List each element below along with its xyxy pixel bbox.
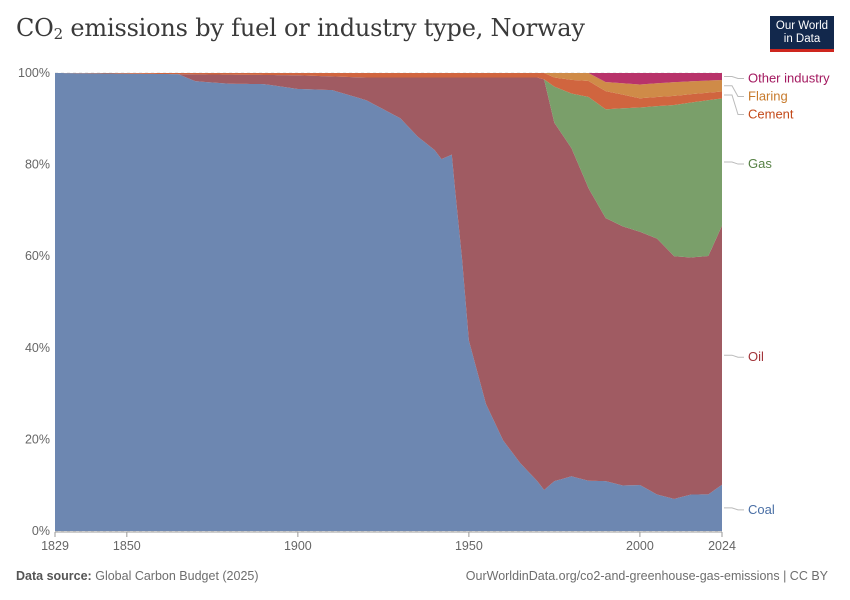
- owid-logo[interactable]: Our World in Data: [770, 16, 834, 52]
- legend-label-other-industry[interactable]: Other industry: [748, 70, 830, 85]
- area-gas[interactable]: [55, 73, 722, 258]
- chart-title: CO2 emissions by fuel or industry type, …: [16, 14, 585, 43]
- x-tick-label: 1829: [41, 539, 69, 553]
- area-cement[interactable]: [55, 73, 722, 110]
- data-source-text: Global Carbon Budget (2025): [95, 569, 259, 583]
- x-tick-label: 1900: [284, 539, 312, 553]
- logo-line-1: Our World: [775, 20, 829, 32]
- y-tick-label: 100%: [18, 66, 50, 80]
- area-oil[interactable]: [55, 73, 722, 499]
- y-tick-label: 20%: [25, 432, 50, 446]
- legend-leader-line: [724, 354, 744, 358]
- legend-label-cement[interactable]: Cement: [748, 106, 794, 121]
- y-tick-label: 40%: [25, 341, 50, 355]
- source-url[interactable]: OurWorldinData.org/co2-and-greenhouse-ga…: [465, 569, 828, 583]
- legend-leader-line: [724, 507, 744, 511]
- area-other-industry[interactable]: [55, 73, 722, 85]
- data-source: Data source: Global Carbon Budget (2025): [16, 569, 259, 583]
- data-source-label: Data source:: [16, 569, 92, 583]
- legend-label-oil[interactable]: Oil: [748, 349, 764, 364]
- x-tick-label: 1950: [455, 539, 483, 553]
- legend-label-gas[interactable]: Gas: [748, 156, 772, 171]
- x-axis: 1829 1850 1900 1950 2000 2024: [41, 531, 736, 553]
- area-coal[interactable]: [55, 73, 722, 531]
- legend-label-coal[interactable]: Coal: [748, 502, 775, 517]
- x-tick-label: 2024: [708, 539, 736, 553]
- y-axis-ticks: 0% 20% 40% 60% 80% 100%: [18, 66, 50, 538]
- legend-leader-line: [724, 75, 744, 79]
- y-tick-label: 80%: [25, 158, 50, 172]
- stacked-areas: [55, 73, 722, 531]
- logo-line-2: in Data: [783, 33, 821, 45]
- area-flaring[interactable]: [55, 73, 722, 99]
- legend-label-flaring[interactable]: Flaring: [748, 88, 788, 103]
- legend: Coal Oil Gas Cement Flaring Other industry: [724, 70, 830, 517]
- y-tick-label: 60%: [25, 249, 50, 263]
- legend-leader-line: [724, 94, 744, 115]
- legend-leader-line: [724, 161, 744, 165]
- x-tick-label: 2000: [626, 539, 654, 553]
- y-tick-label: 0%: [32, 524, 50, 538]
- legend-leader-line: [724, 85, 744, 97]
- x-tick-label: 1850: [113, 539, 141, 553]
